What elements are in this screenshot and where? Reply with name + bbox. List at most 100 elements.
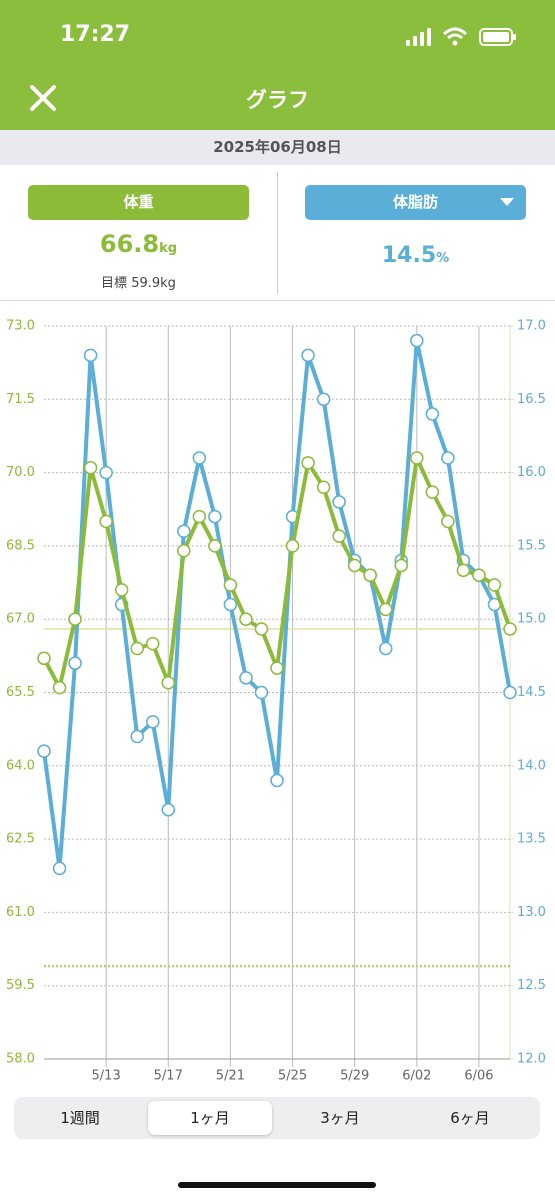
y2-tick-label: 14.5 xyxy=(517,685,546,700)
y-tick-label: 73.0 xyxy=(6,319,35,334)
data-point xyxy=(130,729,144,744)
data-point xyxy=(394,558,409,573)
x-tick-label: 6/06 xyxy=(464,1069,493,1084)
data-point xyxy=(347,558,362,573)
unit: kg xyxy=(159,241,178,256)
data-point xyxy=(410,333,424,348)
chart: 58.0 59.5 61.0 62.5 64.0 65.5 67.0 68.5 70.0 71.5… xyxy=(6,319,546,1084)
x-tick-label: 5/13 xyxy=(92,1069,121,1084)
y2-tick-label: 15.0 xyxy=(517,612,546,627)
data-point xyxy=(410,451,424,465)
weight-target: 目標 59.9kg xyxy=(28,272,249,291)
x-tick-label: 5/21 xyxy=(216,1069,245,1084)
data-point xyxy=(161,803,176,817)
y-tick-label: 65.5 xyxy=(6,685,35,700)
data-point xyxy=(68,612,82,626)
y2-tick-label: 13.0 xyxy=(517,905,546,920)
label: 目標 xyxy=(101,276,128,291)
weight-button[interactable]: 体重 xyxy=(28,185,249,220)
data-point xyxy=(487,578,502,592)
tab[interactable]: 6ヶ月 xyxy=(450,1109,490,1127)
data-point xyxy=(425,407,440,421)
y-tick-label: 61.0 xyxy=(6,905,35,920)
series-line xyxy=(42,455,512,690)
dropdown-arrow xyxy=(500,198,514,206)
data-point xyxy=(363,568,377,582)
y2-tick-label: 16.0 xyxy=(517,465,546,480)
data-point xyxy=(177,544,191,558)
unit: % xyxy=(436,251,450,266)
data-point xyxy=(239,612,253,626)
series-line xyxy=(42,338,512,871)
data-point xyxy=(378,641,393,656)
value: 66.8 xyxy=(99,230,160,258)
y-tick-label: 62.5 xyxy=(6,832,35,847)
data-point xyxy=(332,495,346,509)
data-point xyxy=(503,622,517,636)
data-point xyxy=(254,685,269,700)
y2-tick-label: 12.0 xyxy=(517,1052,546,1067)
tab[interactable]: 1ヶ月 xyxy=(148,1101,272,1135)
value: 14.5 xyxy=(381,243,437,268)
data-point xyxy=(192,451,207,465)
separator xyxy=(0,300,555,301)
data-point xyxy=(99,514,113,529)
data-point xyxy=(99,465,113,480)
data-point xyxy=(441,514,455,529)
data-point xyxy=(301,456,315,470)
y2-tick-label: 17.0 xyxy=(517,319,546,334)
x-tick-label: 5/25 xyxy=(278,1069,307,1084)
body-fat-value: 14.5% xyxy=(305,243,526,268)
data-point xyxy=(425,485,440,499)
period-tabs: 1週間 1ヶ月 3ヶ月 6ヶ月 xyxy=(14,1097,540,1139)
data-point xyxy=(456,563,471,578)
data-point xyxy=(52,861,67,876)
data-point xyxy=(37,744,51,758)
y-tick-label: 70.0 xyxy=(6,465,35,480)
data-point xyxy=(316,480,331,495)
date-bar: 2025年06月08日 xyxy=(0,130,555,165)
y-tick-label: 58.0 xyxy=(6,1052,35,1067)
data-point xyxy=(285,539,300,553)
y2-tick-label: 14.0 xyxy=(517,758,546,773)
tab[interactable]: 3ヶ月 xyxy=(320,1109,360,1127)
close-button[interactable] xyxy=(28,83,60,115)
home-indicator xyxy=(178,1182,376,1188)
data-point xyxy=(239,671,253,685)
y2-tick-label: 13.5 xyxy=(517,832,546,847)
data-point xyxy=(208,509,222,524)
data-point xyxy=(114,583,129,597)
data-point xyxy=(223,578,238,592)
data-point xyxy=(270,661,284,675)
divider xyxy=(277,172,278,294)
y-tick-label: 67.0 xyxy=(6,612,35,627)
tab[interactable]: 1週間 xyxy=(60,1109,100,1127)
value: 59.9 xyxy=(131,276,161,291)
data-point xyxy=(177,524,191,538)
data-point xyxy=(37,651,51,666)
status-icons xyxy=(406,27,516,46)
y2-tick-label: 16.5 xyxy=(517,392,546,407)
data-point xyxy=(83,348,98,363)
data-point xyxy=(145,715,160,729)
y-tick-label: 64.0 xyxy=(6,758,35,773)
data-point xyxy=(192,509,207,524)
data-point xyxy=(68,656,82,670)
header-bar: 17:27 グラフ xyxy=(0,0,555,130)
data-point xyxy=(83,460,98,475)
x-tick-label: 6/02 xyxy=(402,1069,431,1084)
data-point xyxy=(208,539,222,553)
y-tick-label: 71.5 xyxy=(6,392,35,407)
data-point xyxy=(301,348,315,363)
data-point xyxy=(52,680,67,695)
data-point xyxy=(254,622,269,636)
data-point xyxy=(378,602,393,617)
weight-value: 66.8kg xyxy=(28,230,249,258)
body-fat-button[interactable]: 体脂肪 xyxy=(305,185,526,220)
y-tick-label: 59.5 xyxy=(6,978,35,993)
data-point xyxy=(223,597,238,612)
data-point xyxy=(270,773,284,788)
y2-tick-label: 12.5 xyxy=(517,978,546,993)
y2-tick-label: 15.5 xyxy=(517,538,546,553)
